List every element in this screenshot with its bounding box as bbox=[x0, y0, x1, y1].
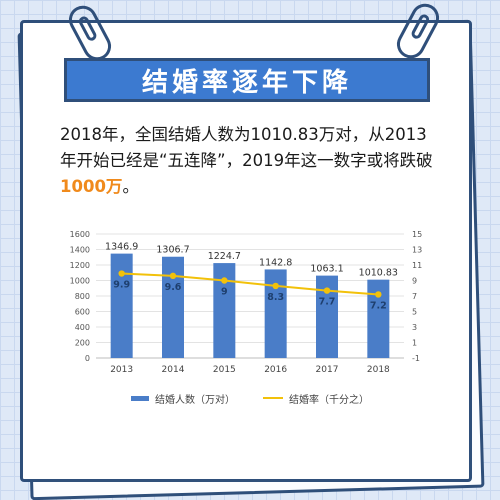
legend-swatch-bar bbox=[131, 395, 149, 401]
x-tick-label: 2016 bbox=[264, 365, 287, 375]
x-tick-label: 2013 bbox=[110, 365, 133, 375]
bar bbox=[316, 275, 338, 358]
y-left-tick-label: 1600 bbox=[70, 230, 90, 239]
rate-line bbox=[121, 272, 379, 296]
y-left-tick-label: 800 bbox=[75, 292, 90, 301]
legend-item-bar: 结婚人数（万对） bbox=[131, 391, 235, 406]
bar-value-label: 1063.1 bbox=[310, 264, 343, 275]
y-right-tick-label: 1 bbox=[412, 339, 417, 348]
rate-point bbox=[272, 282, 279, 290]
rate-value-label: 7.2 bbox=[370, 300, 387, 311]
bar-value-label: 1346.9 bbox=[105, 242, 138, 253]
y-left-tick-label: 0 bbox=[85, 354, 90, 363]
bar bbox=[367, 279, 390, 358]
rate-value-label: 9 bbox=[221, 287, 228, 298]
y-left-tick-label: 1400 bbox=[70, 246, 90, 255]
rate-point bbox=[118, 270, 125, 277]
rate-value-label: 7.7 bbox=[319, 297, 336, 308]
bar bbox=[264, 269, 287, 358]
y-right-tick-label: -1 bbox=[412, 354, 420, 363]
page-title: 结婚率逐年下降 bbox=[141, 67, 352, 98]
rate-point bbox=[323, 287, 331, 294]
title-banner: 结婚率逐年下降 bbox=[64, 58, 430, 102]
y-left-tick-label: 1000 bbox=[70, 277, 90, 286]
bar bbox=[213, 263, 236, 358]
y-left-tick-label: 200 bbox=[75, 339, 90, 348]
y-right-tick-label: 9 bbox=[412, 277, 417, 286]
rate-point bbox=[169, 272, 177, 280]
legend-label-bar: 结婚人数（万对） bbox=[155, 394, 235, 406]
bar-value-label: 1306.7 bbox=[156, 245, 189, 256]
x-tick-label: 2018 bbox=[367, 365, 390, 375]
y-right-tick-label: 11 bbox=[412, 261, 422, 270]
bar-value-label: 1010.83 bbox=[359, 268, 398, 279]
rate-value-label: 9.6 bbox=[165, 282, 182, 293]
rate-value-label: 8.3 bbox=[267, 292, 284, 303]
y-right-tick-label: 7 bbox=[412, 292, 417, 301]
y-left-tick-label: 1200 bbox=[70, 261, 90, 270]
y-right-tick-label: 13 bbox=[412, 246, 422, 255]
intro-highlight: 1000万 bbox=[60, 177, 123, 196]
x-tick-label: 2014 bbox=[162, 365, 185, 375]
intro-text: 2018年，全国结婚人数为1010.83万对，从2013年开始已经是“五连降”，… bbox=[60, 125, 433, 170]
bar bbox=[162, 256, 184, 358]
x-tick-label: 2015 bbox=[213, 365, 236, 375]
chart-legend: 结婚人数（万对） 结婚率（千分之） bbox=[60, 388, 440, 408]
intro-paragraph: 2018年，全国结婚人数为1010.83万对，从2013年开始已经是“五连降”，… bbox=[60, 122, 440, 200]
bar bbox=[110, 253, 133, 358]
y-right-tick-label: 5 bbox=[412, 308, 417, 317]
legend-label-line: 结婚率（千分之） bbox=[289, 394, 369, 406]
bar-value-label: 1224.7 bbox=[208, 251, 241, 262]
y-right-tick-label: 15 bbox=[412, 230, 422, 239]
bar-value-label: 1142.8 bbox=[259, 257, 292, 268]
y-left-tick-label: 400 bbox=[75, 323, 90, 332]
marriage-chart: 02004006008001000120014001600-1135791113… bbox=[70, 230, 423, 375]
intro-tail: 。 bbox=[122, 177, 139, 196]
rate-point bbox=[375, 291, 382, 298]
legend-swatch-line bbox=[263, 397, 283, 399]
y-right-tick-label: 3 bbox=[412, 323, 417, 332]
y-left-tick-label: 600 bbox=[75, 308, 90, 317]
rate-value-label: 9.9 bbox=[113, 280, 130, 291]
legend-item-line: 结婚率（千分之） bbox=[263, 391, 369, 406]
rate-point bbox=[221, 277, 228, 284]
x-tick-label: 2017 bbox=[316, 365, 339, 375]
